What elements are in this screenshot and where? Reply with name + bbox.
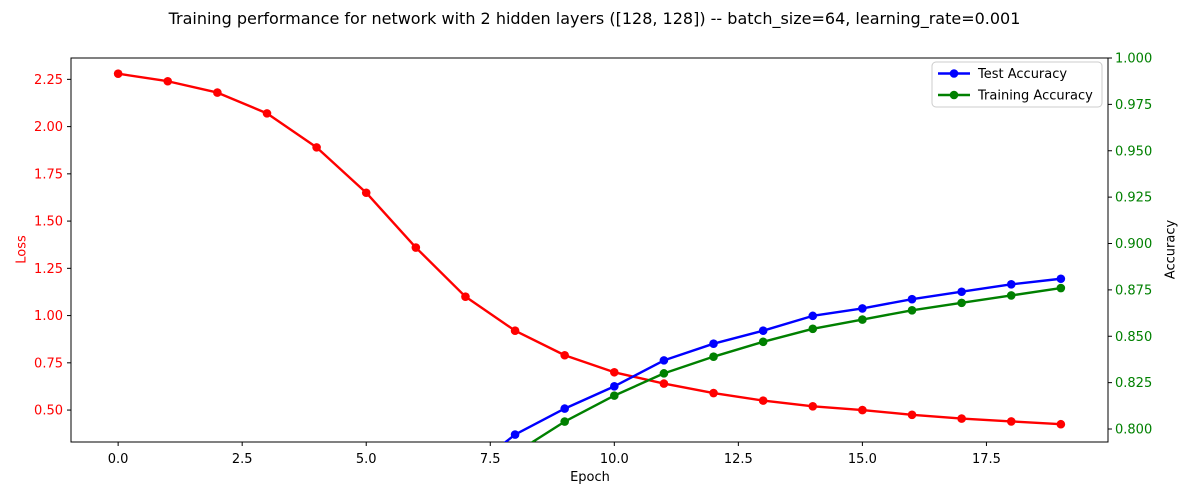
training-accuracy-marker	[758, 337, 768, 347]
test-accuracy-marker	[1006, 280, 1016, 289]
right-tick-label: 0.800	[1115, 423, 1152, 438]
loss-marker	[659, 379, 669, 388]
legend-entry-label: Training Accuracy	[977, 89, 1093, 104]
right-tick-label: 0.900	[1115, 237, 1152, 252]
test-accuracy-line	[503, 277, 1061, 442]
legend-marker	[949, 90, 959, 100]
x-tick-label: 10.0	[600, 452, 629, 467]
right-tick-label: 0.975	[1115, 98, 1152, 113]
test-accuracy-marker	[709, 339, 718, 348]
loss-marker	[113, 69, 123, 78]
left-tick-label: 0.75	[34, 356, 63, 371]
left-y-axis-label: Loss	[14, 235, 30, 264]
loss-marker	[312, 143, 321, 152]
left-tick-label: 1.00	[34, 309, 63, 324]
left-tick-label: 2.00	[34, 120, 63, 135]
test-accuracy-marker	[610, 382, 619, 391]
loss-marker	[461, 292, 470, 301]
loss-line	[117, 72, 1061, 426]
test-accuracy-marker	[808, 311, 818, 321]
right-tick-label: 0.925	[1115, 191, 1152, 206]
test-accuracy-marker	[659, 356, 669, 365]
test-accuracy-marker	[957, 287, 966, 297]
legend-entry: Training Accuracy	[938, 89, 1093, 104]
test-accuracy-series	[461, 274, 1066, 478]
training-accuracy-marker	[709, 352, 718, 361]
training-accuracy-marker	[560, 417, 569, 426]
loss-marker	[213, 88, 222, 97]
x-axis-label: Epoch	[570, 470, 610, 485]
left-tick-label: 1.75	[34, 167, 63, 182]
loss-marker	[808, 401, 818, 411]
legend-entry: Test Accuracy	[938, 67, 1067, 82]
x-tick-label: 7.5	[480, 452, 501, 467]
legend: Test Accuracy Training Accuracy	[931, 61, 1103, 108]
right-tick-label: 0.950	[1115, 144, 1152, 159]
training-accuracy-marker	[610, 391, 619, 400]
loss-marker	[610, 367, 619, 377]
test-accuracy-marker	[1056, 274, 1066, 284]
loss-marker	[560, 350, 569, 360]
training-accuracy-marker	[858, 315, 867, 324]
loss-marker	[1006, 417, 1016, 426]
loss-marker	[262, 109, 272, 118]
loss-marker	[709, 388, 718, 398]
right-tick-label: 0.850	[1115, 330, 1152, 345]
test-accuracy-marker	[560, 404, 569, 413]
left-tick-label: 2.25	[34, 73, 63, 88]
right-y-axis-label: Accuracy	[1163, 219, 1179, 280]
loss-marker	[510, 326, 520, 335]
test-accuracy-marker	[758, 326, 768, 335]
loss-marker	[758, 396, 768, 405]
loss-marker	[163, 76, 173, 86]
legend-marker	[949, 69, 959, 78]
training-accuracy-marker	[461, 480, 470, 489]
left-tick-label: 1.25	[34, 262, 63, 277]
loss-series	[113, 69, 1066, 429]
loss-marker	[957, 414, 966, 423]
training-accuracy-marker	[808, 324, 818, 334]
loss-marker	[361, 188, 371, 198]
training-accuracy-series	[461, 283, 1066, 489]
right-tick-label: 0.825	[1115, 376, 1152, 391]
loss-marker	[858, 405, 867, 415]
training-accuracy-marker	[957, 298, 966, 308]
legend-box	[931, 61, 1103, 108]
training-accuracy-marker	[1056, 283, 1066, 293]
loss-marker	[907, 410, 917, 420]
x-tick-label: 0.0	[108, 452, 129, 467]
training-accuracy-marker	[907, 305, 917, 315]
x-tick-label: 2.5	[232, 452, 253, 467]
test-accuracy-marker	[858, 304, 867, 313]
test-accuracy-marker	[461, 469, 470, 478]
test-accuracy-marker	[907, 294, 917, 304]
x-tick-label: 5.0	[356, 452, 377, 467]
loss-marker	[1056, 419, 1066, 429]
left-tick-label: 0.50	[34, 404, 63, 419]
right-tick-label: 0.875	[1115, 283, 1152, 298]
training-accuracy-marker	[1006, 291, 1016, 300]
legend-entry-label: Test Accuracy	[977, 67, 1067, 82]
plot-border	[70, 57, 1109, 443]
x-tick-label: 17.5	[972, 452, 1001, 467]
left-tick-label: 1.50	[34, 215, 63, 230]
x-tick-label: 15.0	[848, 452, 877, 467]
right-tick-label: 1.000	[1115, 52, 1152, 67]
loss-marker	[411, 243, 421, 252]
training-accuracy-marker	[511, 449, 520, 458]
training-accuracy-marker	[659, 369, 669, 378]
chart-title: Training performance for network with 2 …	[168, 9, 1021, 28]
test-accuracy-marker	[510, 430, 520, 439]
x-tick-label: 12.5	[724, 452, 753, 467]
